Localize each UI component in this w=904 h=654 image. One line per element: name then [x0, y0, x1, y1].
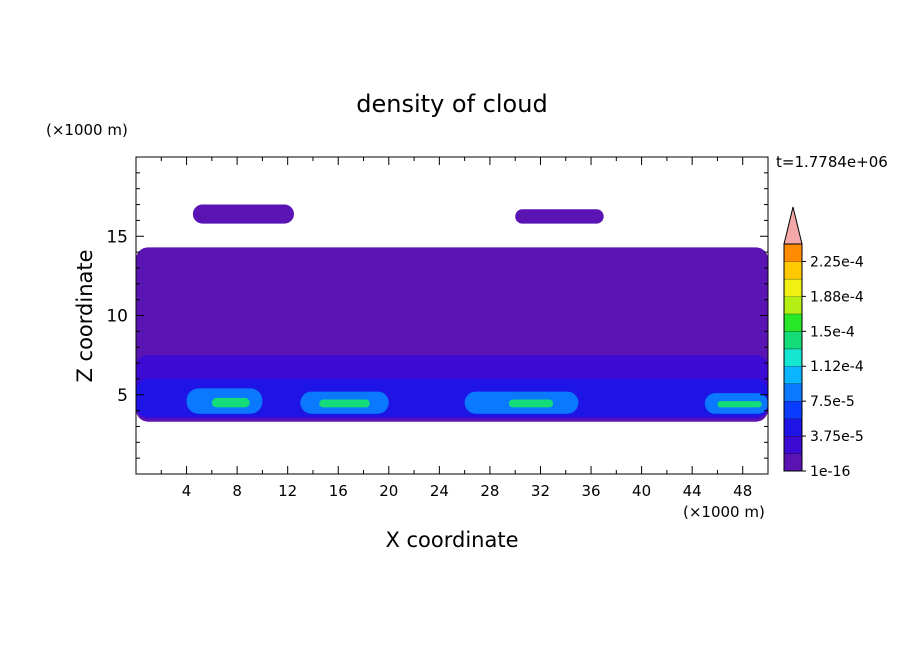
- y-unit-label: (×1000 m): [46, 121, 128, 139]
- y-tick-label: 10: [106, 307, 128, 327]
- colorbar-label: 7.5e-5: [810, 394, 855, 410]
- colorbar-label: 1e-16: [810, 464, 850, 480]
- colorbar-segment: [784, 331, 802, 349]
- contour-region: [192, 204, 294, 224]
- colorbar-segment: [784, 418, 802, 437]
- contour-region: [211, 397, 250, 408]
- colorbar-segment: [784, 296, 802, 314]
- colorbar-segment: [784, 453, 802, 471]
- colorbar-segment: [784, 278, 802, 297]
- y-tick-label: 5: [117, 386, 128, 406]
- colorbar-label: 2.25e-4: [810, 254, 864, 270]
- colorbar: 1e-16 3.75e-5 7.5e-5 1.12e-4 1.5e-4 1.88e-4 2.…: [783, 206, 864, 480]
- x-tick-label: 40: [632, 482, 651, 500]
- x-tick-label: 12: [278, 482, 297, 500]
- contour-region: [319, 399, 370, 408]
- colorbar-label: 1.5e-4: [810, 324, 855, 340]
- x-tick-label: 16: [329, 482, 348, 500]
- colorbar-extend-arrow: [783, 206, 803, 245]
- colorbar-segment: [784, 401, 802, 419]
- x-unit-label: (×1000 m): [683, 503, 765, 521]
- contour-field: [136, 204, 768, 422]
- colorbar-label: 1.88e-4: [810, 289, 864, 305]
- x-tick-label: 24: [430, 482, 449, 500]
- y-tick-label: 15: [106, 227, 128, 247]
- x-tick-label: 20: [379, 482, 398, 500]
- colorbar-segment: [784, 366, 802, 384]
- x-axis-label: X coordinate: [385, 528, 518, 552]
- contour-region: [508, 399, 554, 408]
- x-tick-label: 8: [232, 482, 242, 500]
- contour-region: [515, 209, 604, 224]
- colorbar-segment: [784, 383, 802, 402]
- time-label: t=1.7784e+06: [776, 153, 888, 171]
- contour-region: [717, 401, 762, 408]
- x-tick-label: 36: [581, 482, 600, 500]
- colorbar-label: 1.12e-4: [810, 359, 864, 375]
- y-axis-label: Z coordinate: [73, 249, 97, 382]
- colorbar-frame: [783, 243, 803, 472]
- colorbar-segment: [784, 261, 802, 279]
- contour-region: [136, 378, 768, 417]
- x-tick-label: 4: [182, 482, 192, 500]
- colorbar-label: 3.75e-5: [810, 429, 864, 445]
- colorbar-segment: [784, 313, 802, 332]
- colorbar-segment: [784, 436, 802, 454]
- colorbar-segment: [784, 348, 802, 367]
- x-tick-label: 32: [531, 482, 550, 500]
- x-tick-label: 48: [733, 482, 752, 500]
- x-tick-label: 28: [480, 482, 499, 500]
- chart-title: density of cloud: [356, 90, 547, 118]
- x-tick-label: 44: [683, 482, 702, 500]
- colorbar-segment: [784, 244, 802, 262]
